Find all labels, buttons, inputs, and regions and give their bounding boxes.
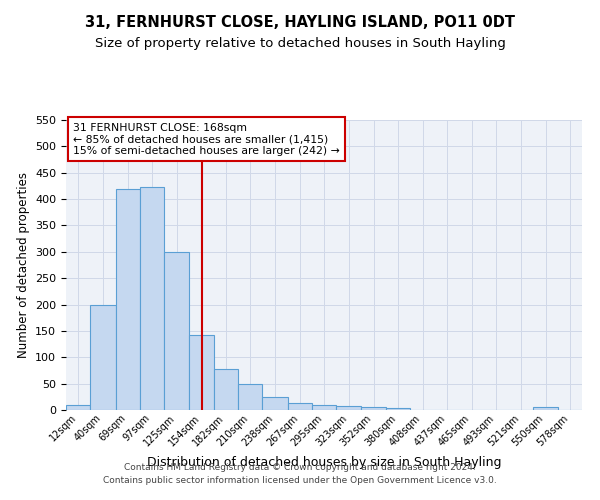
- Bar: [361, 408, 386, 410]
- Text: 31, FERNHURST CLOSE, HAYLING ISLAND, PO11 0DT: 31, FERNHURST CLOSE, HAYLING ISLAND, PO1…: [85, 15, 515, 30]
- Bar: [238, 384, 262, 410]
- Bar: [336, 406, 361, 410]
- Bar: [214, 370, 238, 410]
- Text: 31 FERNHURST CLOSE: 168sqm
← 85% of detached houses are smaller (1,415)
15% of s: 31 FERNHURST CLOSE: 168sqm ← 85% of deta…: [73, 122, 340, 156]
- Bar: [190, 334, 214, 410]
- Bar: [164, 252, 190, 410]
- Bar: [116, 188, 140, 410]
- Bar: [533, 408, 557, 410]
- Bar: [262, 397, 287, 410]
- Bar: [312, 404, 336, 410]
- Bar: [287, 403, 312, 410]
- X-axis label: Distribution of detached houses by size in South Hayling: Distribution of detached houses by size …: [147, 456, 501, 469]
- Bar: [66, 404, 91, 410]
- Bar: [91, 304, 116, 410]
- Bar: [140, 188, 164, 410]
- Y-axis label: Number of detached properties: Number of detached properties: [17, 172, 29, 358]
- Bar: [386, 408, 410, 410]
- Text: Size of property relative to detached houses in South Hayling: Size of property relative to detached ho…: [95, 38, 505, 51]
- Text: Contains public sector information licensed under the Open Government Licence v3: Contains public sector information licen…: [103, 476, 497, 485]
- Text: Contains HM Land Registry data © Crown copyright and database right 2024.: Contains HM Land Registry data © Crown c…: [124, 464, 476, 472]
